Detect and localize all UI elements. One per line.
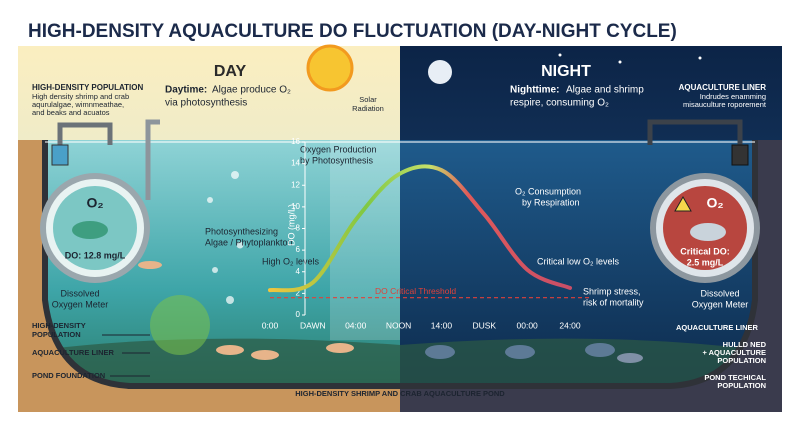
- sensor: [51, 144, 69, 166]
- y-tick-label: 12: [291, 180, 300, 189]
- meter-caption: Oxygen Meter: [52, 299, 109, 309]
- y-tick-label: 14: [291, 159, 300, 168]
- annotation: by Photosynthesis: [300, 155, 374, 165]
- star: [698, 56, 702, 60]
- note-title: AQUACULTURE LINER: [679, 83, 767, 92]
- crab: [425, 345, 455, 359]
- y-tick-label: 0: [296, 310, 301, 319]
- y-tick-label: 10: [291, 202, 300, 211]
- night-label: Nighttime:: [510, 85, 559, 96]
- y-tick-label: 2: [296, 288, 301, 297]
- note-title: HIGH-DENSITY POPULATION: [32, 83, 143, 92]
- y-tick-label: 4: [296, 267, 301, 276]
- annotation: Oxygen Production: [300, 144, 377, 154]
- meter-caption: Dissolved: [700, 288, 739, 298]
- meter-reading: Critical DO:: [680, 246, 730, 256]
- side-label: POPULATION: [32, 330, 81, 339]
- night-text: respire, consuming O₂: [510, 98, 609, 109]
- note-text: and beaks and acuatos: [32, 108, 110, 117]
- day-label: Daytime:: [165, 85, 207, 96]
- pond-liner: [42, 140, 758, 389]
- do-chart: 0 2 4 6 8 10 12 14 16 0:00 DAWN 04:00 NOON 14:00 DUSK 0…: [262, 137, 590, 330]
- sediment: [45, 338, 755, 386]
- y-tick-label: 8: [296, 224, 301, 233]
- bubble: [236, 241, 244, 249]
- x-tick-label: 0:00: [262, 320, 279, 330]
- day-text: via photosynthesis: [165, 98, 247, 109]
- sensor: [731, 144, 749, 166]
- solar-label: Radiation: [352, 104, 384, 113]
- night-text: Algae and shrimp: [566, 85, 644, 96]
- bubble: [212, 267, 218, 273]
- side-label: + AQUACULTURE: [702, 348, 766, 357]
- day-heading: DAY: [214, 63, 247, 80]
- x-tick-label: 14:00: [431, 320, 453, 330]
- side-label: HULLD NED: [723, 340, 767, 349]
- shrimp: [251, 350, 279, 360]
- annotation: High O₂ levels: [262, 256, 320, 266]
- x-tick-label: DAWN: [300, 320, 326, 330]
- bubble: [231, 171, 239, 179]
- shrimp: [326, 343, 354, 353]
- x-tick-label: 00:00: [517, 320, 539, 330]
- note-text: High density shrimp and crab: [32, 92, 129, 101]
- y-tick-label: 6: [296, 245, 301, 254]
- meter-caption: Dissolved: [60, 288, 99, 298]
- bubble: [207, 197, 213, 203]
- x-tick-label: DUSK: [472, 320, 496, 330]
- crab: [585, 343, 615, 357]
- meter-symbol: O₂: [706, 195, 723, 211]
- side-label: HIGH-DENSITY: [32, 321, 86, 330]
- warning-icon: [674, 195, 692, 212]
- note-text: misauculture roporement: [683, 100, 767, 109]
- footer-caption: HIGH-DENSITY SHRIMP AND CRAB AQUACULTURE…: [295, 389, 505, 398]
- algae: [150, 295, 210, 355]
- star: [618, 60, 622, 64]
- annotation: Critical low O₂ levels: [537, 256, 620, 266]
- annotation: by Respiration: [522, 197, 580, 207]
- annotation: Shrimp stress,: [583, 286, 641, 296]
- moon: [428, 60, 452, 84]
- do-curve: [268, 164, 572, 293]
- side-label: POPULATION: [717, 381, 766, 390]
- meter-caption: Oxygen Meter: [692, 299, 749, 309]
- star: [558, 53, 562, 57]
- solar-label: Solar: [359, 95, 377, 104]
- x-tick-label: 24:00: [559, 320, 581, 330]
- annotation: Photosynthesizing: [205, 226, 278, 236]
- side-label: POND FOUNDATION: [32, 371, 105, 380]
- fish: [690, 223, 726, 241]
- note-text: Indrudes enamming: [700, 92, 766, 101]
- annotation: Algae / Phytoplankton: [205, 237, 293, 247]
- night-heading: NIGHT: [541, 63, 591, 80]
- side-label: POPULATION: [717, 356, 766, 365]
- sun: [306, 44, 354, 92]
- x-tick-label: 04:00: [345, 320, 367, 330]
- side-label: POND TECHICAL: [704, 373, 766, 382]
- pipe: [145, 119, 160, 200]
- annotation: O₂ Consumption: [515, 186, 581, 196]
- threshold-label: DO Critical Threshold: [375, 286, 456, 296]
- note-text: aqurulalgae, wimnmeathae,: [32, 100, 124, 109]
- pipe: [57, 122, 113, 150]
- day-text: Algae produce O₂: [212, 85, 291, 96]
- shrimp: [216, 345, 244, 355]
- side-label: AQUACULTURE LINER: [32, 348, 115, 357]
- crab: [505, 345, 535, 359]
- title: HIGH-DENSITY AQUACULTURE DO FLUCTUATION …: [28, 21, 677, 42]
- x-tick-label: NOON: [386, 320, 412, 330]
- y-axis-label: DO (mg/L): [286, 204, 296, 246]
- meter-symbol: O₂: [86, 195, 103, 211]
- shrimp: [138, 261, 162, 269]
- meter-reading: DO: 12.8 mg/L: [65, 250, 126, 260]
- shrimp: [617, 353, 643, 363]
- pipe: [647, 119, 743, 150]
- y-tick-label: 16: [291, 137, 300, 146]
- bubble: [226, 296, 234, 304]
- fish: [72, 221, 108, 239]
- side-label: AQUACULTURE LINER: [676, 323, 759, 332]
- meter-reading: 2.5 mg/L: [687, 257, 724, 267]
- annotation: risk of mortality: [583, 297, 644, 307]
